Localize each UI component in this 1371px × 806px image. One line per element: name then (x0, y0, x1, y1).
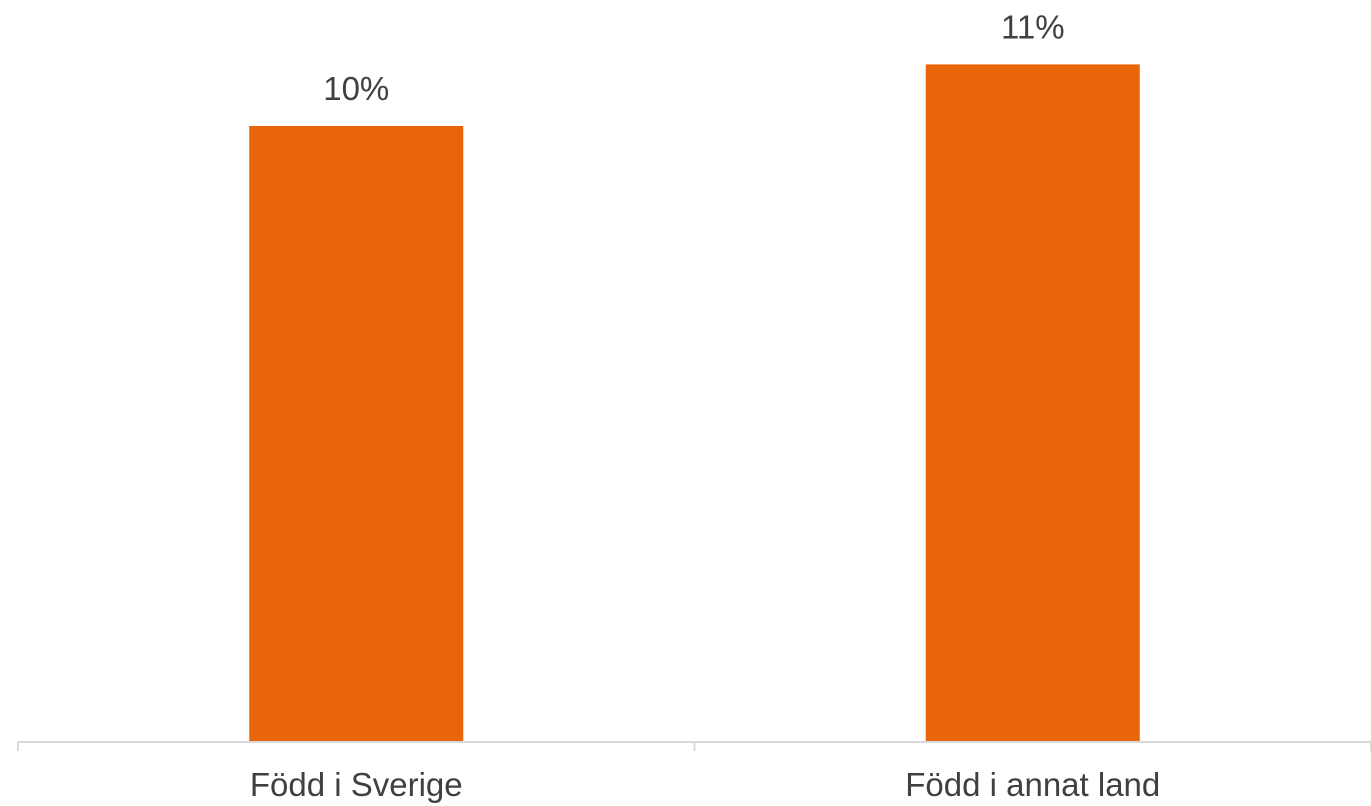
data-labels-group: 10% 11% (323, 8, 1064, 107)
x-axis-tick-label: Född i Sverige (250, 766, 463, 803)
x-axis-tick-label: Född i annat land (905, 766, 1160, 803)
bar-data-label: 10% (323, 70, 389, 107)
bars-group (249, 64, 1140, 742)
bar-data-label: 11% (1001, 8, 1065, 45)
x-axis-ticks (17, 742, 1371, 751)
bar (249, 126, 464, 742)
bar (925, 64, 1140, 742)
category-labels-group: Född i Sverige Född i annat land (250, 766, 1160, 803)
